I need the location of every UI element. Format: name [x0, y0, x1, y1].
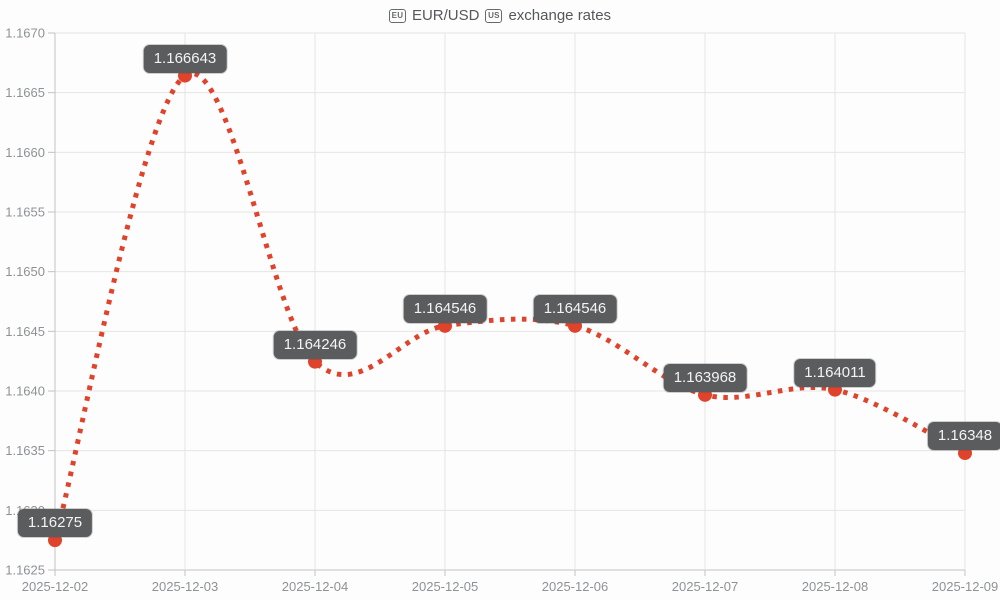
- y-axis-tick-label: 1.1660: [5, 145, 45, 160]
- x-axis-tick-label: 2025-12-08: [802, 579, 869, 594]
- x-axis-tick-label: 2025-12-05: [412, 579, 479, 594]
- x-axis-tick-label: 2025-12-09: [932, 579, 999, 594]
- y-axis-tick-label: 1.1670: [5, 26, 45, 41]
- x-axis-tick-label: 2025-12-02: [22, 579, 89, 594]
- rate-line: [52, 70, 967, 541]
- y-axis-tick-label: 1.1650: [5, 264, 45, 279]
- us-flag-icon: US: [485, 8, 503, 23]
- data-point-label: 1.164246: [273, 330, 357, 359]
- chart-title-pair: EUR/USD: [411, 7, 480, 24]
- chart-title: EU EUR/USD US exchange rates: [0, 7, 1000, 24]
- x-axis-tick-label: 2025-12-06: [542, 579, 609, 594]
- x-axis-tick-label: 2025-12-04: [282, 579, 349, 594]
- data-point-label: 1.16348: [927, 422, 1000, 451]
- x-axis-tick-label: 2025-12-07: [672, 579, 739, 594]
- eu-flag-icon: EU: [388, 8, 406, 23]
- y-axis-tick-label: 1.1640: [5, 384, 45, 399]
- y-axis-tick-label: 1.1645: [5, 324, 45, 339]
- y-axis-tick-label: 1.1665: [5, 85, 45, 100]
- y-axis-tick-label: 1.1625: [5, 563, 45, 578]
- y-axis-tick-label: 1.1635: [5, 443, 45, 458]
- x-axis-tick-label: 2025-12-03: [152, 579, 219, 594]
- data-point-label: 1.16275: [17, 509, 93, 538]
- data-point-label: 1.163968: [663, 363, 747, 392]
- data-point-label: 1.164546: [533, 294, 617, 323]
- data-point-label: 1.164546: [403, 294, 487, 323]
- y-axis-tick-label: 1.1655: [5, 205, 45, 220]
- data-point-label: 1.166643: [143, 44, 227, 73]
- data-point-label: 1.164011: [794, 358, 876, 387]
- chart-title-suffix: exchange rates: [508, 7, 612, 24]
